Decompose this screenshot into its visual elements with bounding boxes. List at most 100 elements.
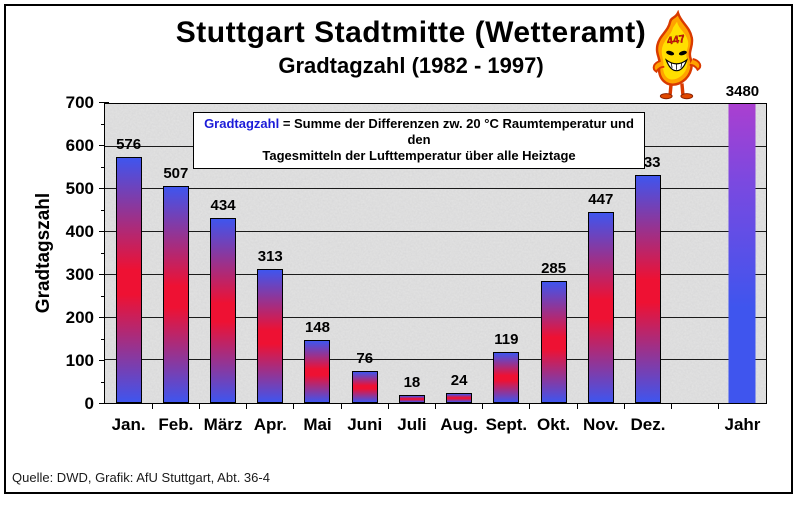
bar-slot-Juli: 18 Juli [388, 104, 437, 434]
mascot-left-foot [659, 93, 673, 100]
bar-value-Juli: 18 [403, 374, 421, 392]
x-axis-tick [340, 403, 342, 409]
x-tick-label-Jan.: Jan. [111, 415, 146, 434]
x-axis-tick [293, 403, 295, 409]
bar-März [210, 217, 237, 403]
y-tick-label-0: 0 [84, 394, 94, 413]
bar-slot-Okt.: 285 Okt. [530, 104, 578, 434]
definition-term: Gradtagzahl [204, 116, 280, 131]
bar-slot-Apr.: 313 Apr. [247, 104, 295, 434]
bar-value-Feb.: 507 [163, 165, 189, 183]
plot-area: 576 Jan. 507 Feb. 434 März 313 Apr. 148 Mai 76 Juni… [104, 83, 767, 434]
gridline-300 [105, 273, 766, 275]
x-axis-tick [529, 403, 531, 409]
definition-line1: = Summe der Differenzen zw. 20 °C Raumte… [282, 116, 634, 147]
mascot-right-leg [680, 83, 685, 95]
mascot-badge: 447 [666, 33, 685, 47]
gridline-100 [105, 359, 766, 361]
x-axis-tick [623, 403, 625, 409]
x-tick-label-Juni: Juni [347, 415, 383, 434]
definition-box: Gradtagzahl = Summe der Differenzen zw. … [193, 112, 645, 169]
x-tick-label-Sept.: Sept. [485, 415, 528, 434]
x-axis-tick [198, 403, 200, 409]
bar-value-Jan.: 576 [116, 135, 142, 153]
mascot-left-leg [668, 83, 673, 95]
bar-Mai [304, 339, 331, 403]
y-tick-label-700: 700 [65, 93, 94, 112]
bar-slot-Sept.: 119 Sept. [483, 104, 531, 434]
x-tick-label-Nov.: Nov. [583, 415, 619, 434]
page-title: Stuttgart Stadtmitte (Wetteramt) [175, 16, 647, 49]
x-axis-tick [671, 403, 673, 409]
bar-value-Apr.: 313 [257, 248, 283, 266]
y-tick-label-200: 200 [65, 308, 94, 327]
bar-Sept. [493, 352, 520, 403]
x-tick-label-Juli: Juli [397, 415, 427, 434]
bar-slot-Juni: 76 Juni [341, 104, 389, 434]
gridline-500 [105, 188, 766, 190]
mascot-right-arm [689, 58, 702, 72]
bar-Aug. [446, 392, 473, 403]
x-axis-tick [387, 403, 389, 409]
y-tick-label-100: 100 [65, 351, 94, 370]
mascot-left-eye [666, 50, 675, 56]
y-axis: 0 100 200 300 400 500 600 700 [6, 93, 109, 413]
bar-slot-Nov.: 447 Nov. [577, 104, 625, 434]
x-tick-label-Apr.: Apr. [253, 415, 287, 434]
bar-slot-Jahr: 3480 Jahr [719, 83, 766, 434]
x-axis-tick [246, 403, 248, 409]
bar-Feb. [162, 186, 189, 403]
mascot-right-eye [678, 50, 687, 56]
bar-Okt. [540, 281, 567, 403]
y-tick-label-300: 300 [65, 265, 94, 284]
bar-slot-spacer [672, 104, 720, 409]
y-tick-label-500: 500 [65, 179, 94, 198]
y-tick-700 [99, 102, 109, 103]
x-axis-tick [576, 403, 578, 409]
y-tick-label-600: 600 [65, 136, 94, 155]
x-axis-tick [482, 403, 484, 409]
x-axis-tick [151, 403, 153, 409]
bar-Apr. [257, 269, 284, 403]
mascot-teeth [670, 62, 683, 70]
x-tick-label-Mai: Mai [303, 415, 332, 434]
x-tick-label-Okt.: Okt. [537, 415, 571, 434]
bar-Juli [398, 395, 425, 403]
bar-Jan. [115, 156, 142, 403]
mascot-left-arm [652, 59, 665, 74]
x-tick-label-Dez.: Dez. [630, 415, 666, 434]
x-tick-label-Feb.: Feb. [158, 415, 194, 434]
bar-Juni [351, 370, 378, 403]
chart-window: Stuttgart Stadtmitte (Wetteramt) Gradtag… [4, 4, 793, 494]
bar-value-Nov.: 447 [588, 191, 614, 209]
gridline-400 [105, 231, 766, 233]
x-tick-label-Jahr: Jahr [724, 415, 761, 434]
bar-value-März: 434 [210, 196, 236, 214]
y-tick-label-400: 400 [65, 222, 94, 241]
bar-Dez. [635, 175, 662, 403]
mascot-right-foot [680, 93, 694, 100]
bar-value-Sept.: 119 [494, 331, 519, 349]
source-credit: Quelle: DWD, Grafik: AfU Stuttgart, Abt.… [12, 470, 270, 485]
bar-slot-Jan.: 576 Jan. [105, 104, 153, 434]
bar-value-Juni: 76 [356, 349, 374, 367]
x-tick-label-März: März [203, 415, 243, 434]
bar-slot-März: 434 März [199, 104, 248, 434]
bar-Nov. [587, 212, 614, 403]
bar-value-Aug.: 24 [450, 371, 468, 389]
definition-line2: Tagesmitteln der Lufttemperatur über all… [262, 148, 576, 163]
bar-value-Jahr: 3480 [725, 83, 760, 100]
bar-slot-Mai: 148 Mai [294, 104, 342, 434]
bar-slot-Feb.: 507 Feb. [152, 104, 200, 434]
page-subtitle: Gradtagzahl (1982 - 1997) [278, 53, 544, 78]
bar-Jahr [728, 104, 756, 403]
x-axis-tick [718, 403, 720, 409]
x-axis-tick [435, 403, 437, 409]
gridline-200 [105, 316, 766, 318]
x-tick-label-Aug.: Aug. [440, 415, 479, 434]
title-block: Stuttgart Stadtmitte (Wetteramt) Gradtag… [61, 16, 761, 79]
flame-mascot-icon: 447 [652, 10, 702, 100]
bar-slot-Aug.: 24 Aug. [436, 104, 484, 434]
bar-value-Mai: 148 [304, 318, 330, 336]
bar-value-Okt.: 285 [541, 260, 567, 278]
